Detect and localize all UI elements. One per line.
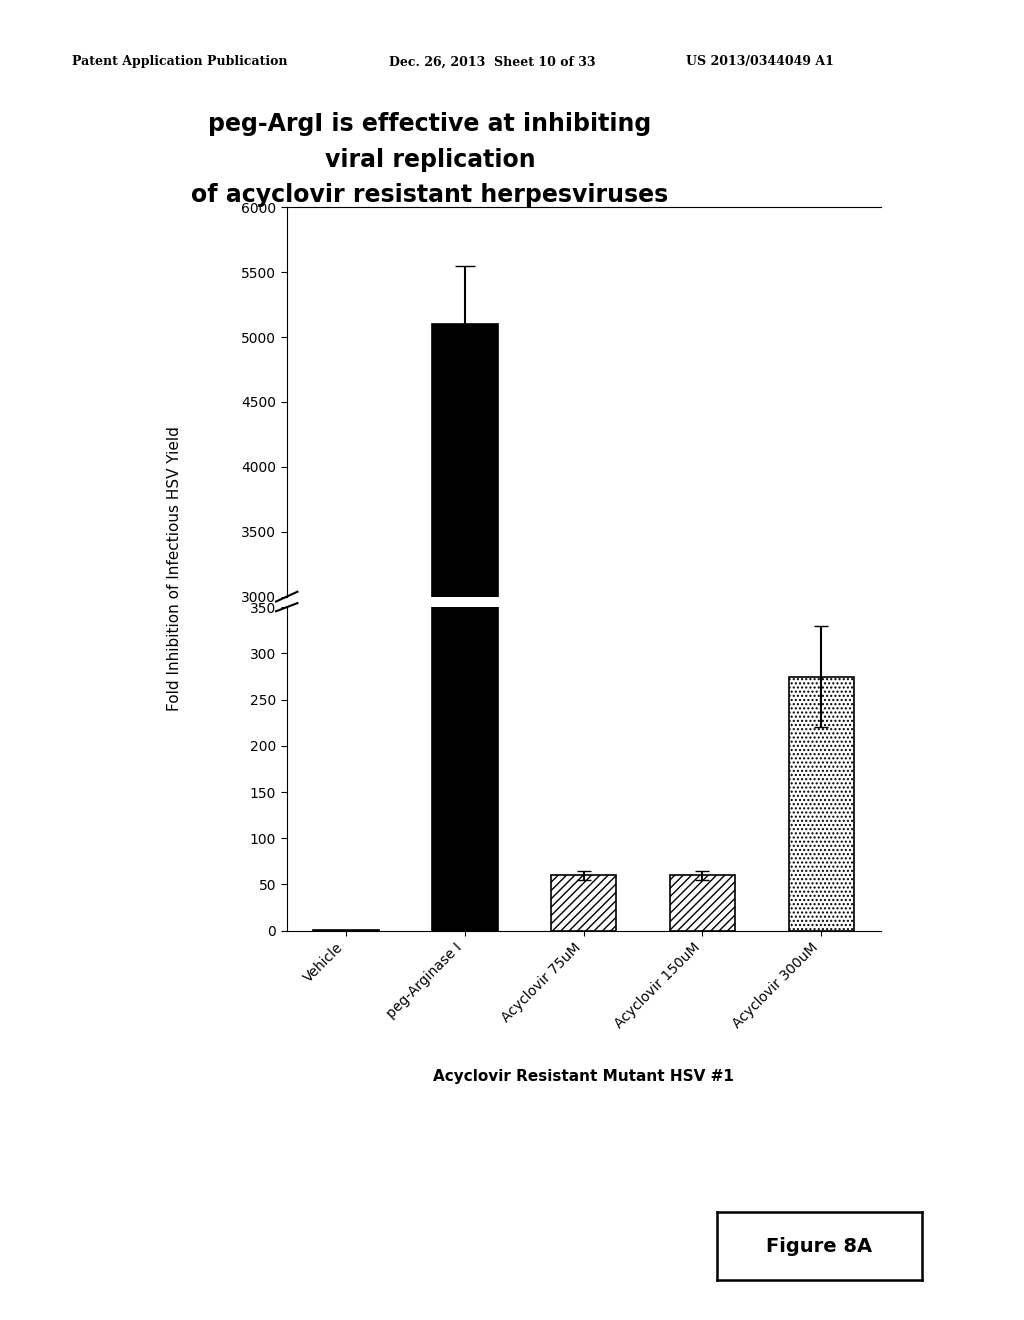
Text: peg-ArgI is effective at inhibiting: peg-ArgI is effective at inhibiting — [209, 112, 651, 136]
Bar — [432, 323, 498, 986]
Text: viral replication: viral replication — [325, 148, 536, 172]
Text: US 2013/0344049 A1: US 2013/0344049 A1 — [686, 55, 834, 69]
Text: Patent Application Publication: Patent Application Publication — [72, 55, 287, 69]
Bar — [788, 676, 854, 931]
Text: Fold Inhibition of Infectious HSV Yield: Fold Inhibition of Infectious HSV Yield — [167, 426, 181, 711]
Text: Figure 8A: Figure 8A — [766, 1237, 872, 1255]
Text: of acyclovir resistant herpesviruses: of acyclovir resistant herpesviruses — [191, 183, 669, 207]
Text: Acyclovir Resistant Mutant HSV #1: Acyclovir Resistant Mutant HSV #1 — [433, 1069, 734, 1084]
Bar — [551, 875, 616, 931]
Text: Dec. 26, 2013  Sheet 10 of 33: Dec. 26, 2013 Sheet 10 of 33 — [389, 55, 596, 69]
Bar — [432, 607, 498, 931]
Bar — [670, 875, 735, 931]
